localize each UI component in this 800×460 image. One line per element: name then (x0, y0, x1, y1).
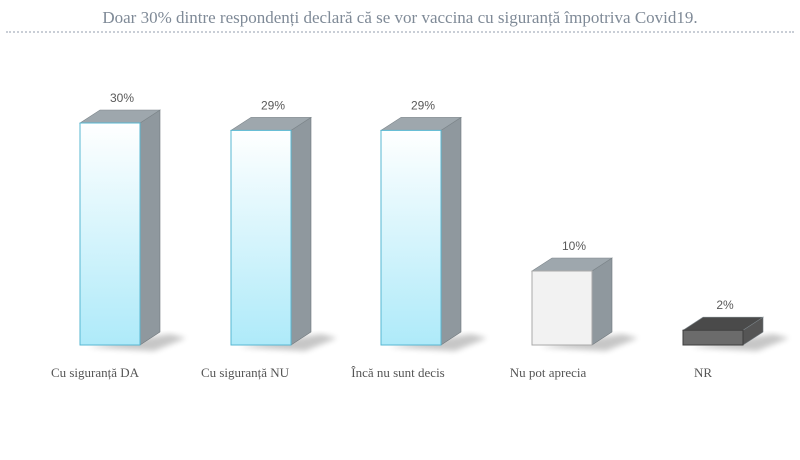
title-divider (6, 31, 794, 33)
category-label-2: Încă nu sunt decis (351, 365, 445, 380)
value-label-3: 10% (562, 239, 586, 253)
bar-side-face (591, 257, 613, 346)
bar-3 (530, 257, 638, 351)
value-label-4: 2% (716, 298, 734, 312)
bar-front-face (230, 129, 292, 346)
bar-2 (379, 116, 487, 351)
bar-front-face (79, 122, 141, 346)
bar-4 (681, 316, 789, 351)
category-label-1: Cu siguranță NU (201, 365, 290, 380)
value-label-0: 30% (110, 91, 134, 105)
chart-title: Doar 30% dintre respondenți declară că s… (102, 8, 698, 27)
category-label-0: Cu siguranță DA (51, 365, 140, 380)
bar-front-face (682, 329, 744, 346)
bar-side-face (440, 116, 462, 346)
category-label-3: Nu pot aprecia (510, 365, 587, 380)
bar-side-face (139, 109, 161, 346)
bar-side-face (290, 116, 312, 346)
category-label-4: NR (694, 365, 712, 380)
bar-1 (229, 116, 337, 351)
value-label-1: 29% (261, 98, 285, 112)
bar-0 (78, 109, 186, 351)
bar-front-face (380, 129, 442, 346)
value-label-2: 29% (411, 98, 435, 112)
bar-front-face (531, 270, 593, 346)
